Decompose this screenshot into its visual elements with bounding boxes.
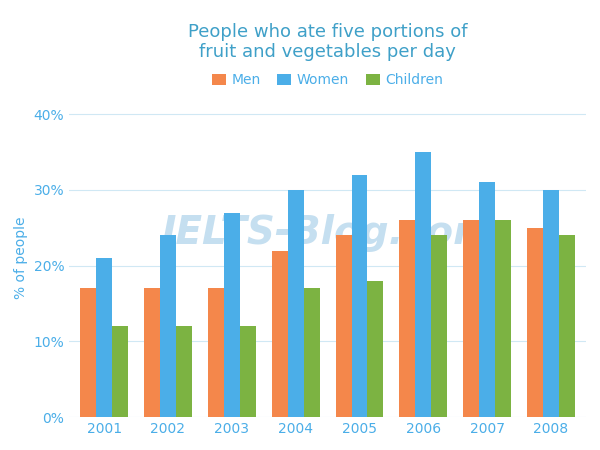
Y-axis label: % of people: % of people <box>14 217 28 299</box>
Bar <box>176 326 192 417</box>
Bar <box>463 220 479 417</box>
Bar <box>495 220 511 417</box>
Legend: Men, Women, Children: Men, Women, Children <box>206 68 449 93</box>
Title: People who ate five portions of
fruit and vegetables per day: People who ate five portions of fruit an… <box>188 22 467 61</box>
Bar <box>431 235 447 417</box>
Bar <box>400 220 415 417</box>
Bar <box>367 281 383 417</box>
Bar <box>96 258 112 417</box>
Bar <box>415 152 431 417</box>
Bar <box>112 326 128 417</box>
Bar <box>144 288 160 417</box>
Bar <box>543 190 559 417</box>
Bar <box>335 235 352 417</box>
Bar <box>80 288 96 417</box>
Bar <box>240 326 256 417</box>
Bar <box>304 288 320 417</box>
Bar <box>352 175 367 417</box>
Bar <box>208 288 224 417</box>
Bar <box>272 251 287 417</box>
Bar <box>287 190 304 417</box>
Bar <box>527 228 543 417</box>
Bar <box>559 235 575 417</box>
Bar <box>224 213 240 417</box>
Text: IELTS-Blog.com: IELTS-Blog.com <box>161 214 494 252</box>
Bar <box>160 235 176 417</box>
Bar <box>479 182 495 417</box>
